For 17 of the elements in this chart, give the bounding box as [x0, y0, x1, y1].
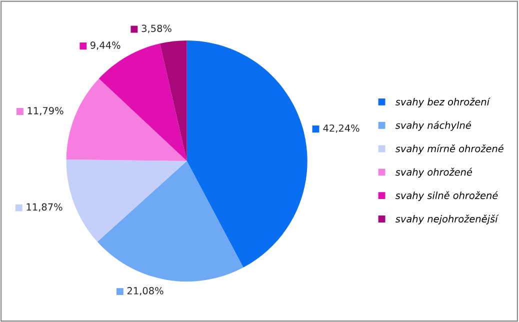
legend-label: svahy ohrožené — [395, 168, 472, 178]
pie-slice — [66, 78, 187, 161]
legend-label: svahy bez ohrožení — [395, 98, 491, 108]
pie-slice — [97, 161, 244, 282]
pie-slice — [186, 40, 308, 268]
legend-label: svahy silně ohrožené — [395, 191, 498, 202]
legend-label: svahy nejohroženější — [395, 214, 499, 224]
legend-label: svahy náchylné — [395, 120, 472, 131]
pie-slice — [160, 40, 187, 161]
data-label: 11,87% — [26, 203, 62, 212]
data-label: 3,58% — [142, 24, 172, 34]
data-label: 21,08% — [127, 287, 164, 296]
data-label: 11,79% — [28, 106, 64, 116]
legend-label: svahy mírně ohrožené — [395, 144, 504, 154]
data-label: 9,44% — [90, 41, 120, 50]
pie-slice — [66, 160, 187, 242]
data-label: 42,24% — [323, 124, 360, 133]
